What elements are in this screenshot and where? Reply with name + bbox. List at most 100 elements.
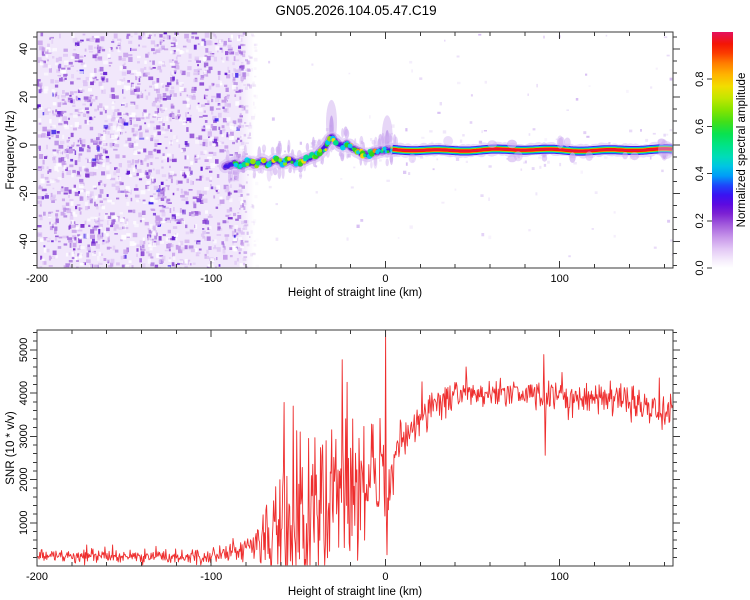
- noise-gap: [48, 213, 52, 218]
- noise-speckle: [98, 141, 103, 145]
- noise-speckle: [76, 266, 79, 268]
- noise-gap: [153, 113, 158, 117]
- noise-speckle: [74, 237, 77, 241]
- noise-speckle: [252, 253, 256, 256]
- noise-speckle: [72, 169, 76, 173]
- noise-speckle: [99, 223, 103, 228]
- noise-gap: [145, 136, 149, 140]
- noise-speckle: [241, 220, 245, 225]
- noise-speckle: [77, 229, 83, 232]
- noise-speckle: [41, 47, 46, 52]
- noise-speckle: [69, 242, 72, 248]
- noise-speckle: [157, 191, 161, 197]
- noise-speckle: [150, 181, 153, 185]
- noise-gap: [136, 199, 140, 203]
- noise-speckle: [205, 59, 209, 62]
- y-tick-label: -40: [18, 234, 30, 250]
- noise-speckle: [250, 253, 253, 257]
- noise-speckle: [229, 213, 232, 216]
- noise-speckle: [240, 76, 244, 82]
- noise-speckle: [46, 144, 48, 150]
- noise-gap: [169, 171, 174, 175]
- noise-speckle: [78, 60, 83, 63]
- noise-speckle: [164, 136, 168, 138]
- noise-speckle: [192, 181, 194, 185]
- noise-gap: [160, 82, 164, 86]
- noise-gap: [197, 241, 202, 245]
- noise-speckle: [221, 49, 224, 53]
- noise-speckle: [249, 56, 253, 59]
- noise-speckle: [119, 181, 122, 186]
- noise-speckle: [66, 148, 71, 151]
- noise-speckle: [130, 197, 133, 202]
- faint-speckle: [360, 140, 363, 145]
- faint-speckle: [594, 191, 598, 194]
- noise-speckle: [251, 115, 255, 120]
- band-bump: [443, 136, 453, 147]
- noise-gap: [229, 123, 234, 128]
- noise-gap: [140, 190, 146, 195]
- noise-speckle: [78, 207, 83, 210]
- noise-speckle: [144, 128, 149, 131]
- noise-speckle: [51, 240, 54, 243]
- faint-speckle: [528, 229, 531, 232]
- noise-speckle: [224, 96, 228, 101]
- noise-speckle: [165, 200, 169, 204]
- noise-gap: [114, 134, 119, 139]
- noise-gap: [101, 85, 104, 90]
- noise-gap: [71, 33, 75, 39]
- noise-speckle: [158, 99, 161, 103]
- noise-speckle: [253, 67, 257, 70]
- noise-speckle: [160, 197, 165, 201]
- faint-speckle: [409, 60, 413, 64]
- noise-speckle: [95, 96, 98, 100]
- faint-speckle: [353, 166, 356, 169]
- noise-speckle: [139, 132, 143, 138]
- noise-speckle: [158, 259, 162, 263]
- noise-speckle: [95, 79, 99, 81]
- noise-speckle: [197, 157, 201, 160]
- noise-gap: [150, 197, 155, 203]
- noise-gap: [52, 124, 56, 128]
- noise-gap: [186, 103, 190, 108]
- noise-speckle: [196, 252, 201, 254]
- faint-speckle: [478, 140, 483, 144]
- noise-gap: [98, 251, 101, 257]
- noise-speckle: [139, 137, 145, 140]
- noise-gap: [147, 123, 151, 128]
- trace-blob: [303, 154, 310, 161]
- faint-speckle: [340, 178, 343, 180]
- trace-blob: [278, 158, 282, 162]
- noise-speckle: [254, 75, 257, 78]
- noise-speckle: [123, 52, 129, 58]
- noise-speckle: [251, 82, 255, 87]
- noise-gap: [70, 124, 73, 127]
- noise-speckle: [217, 112, 222, 118]
- noise-speckle: [241, 185, 245, 189]
- noise-gap: [37, 130, 42, 135]
- noise-speckle: [143, 109, 147, 114]
- noise-speckle: [222, 106, 225, 109]
- noise-speckle: [110, 222, 114, 225]
- noise-gap: [116, 40, 121, 45]
- noise-speckle: [150, 40, 156, 45]
- noise-gap: [185, 171, 190, 175]
- noise-speckle: [197, 73, 200, 75]
- noise-speckle: [203, 125, 205, 128]
- noise-speckle: [200, 78, 204, 80]
- noise-speckle: [55, 213, 59, 217]
- noise-gap: [71, 251, 74, 257]
- noise-speckle: [235, 73, 239, 78]
- noise-speckle: [157, 65, 162, 70]
- noise-speckle: [256, 239, 259, 242]
- noise-speckle: [98, 154, 103, 160]
- noise-speckle: [65, 167, 68, 171]
- noise-speckle: [135, 86, 140, 89]
- noise-speckle: [90, 81, 94, 86]
- noise-gap: [160, 241, 164, 244]
- noise-gap: [137, 149, 143, 153]
- noise-speckle: [186, 38, 189, 42]
- noise-speckle: [114, 233, 118, 235]
- noise-gap: [125, 186, 130, 191]
- noise-speckle: [124, 254, 127, 259]
